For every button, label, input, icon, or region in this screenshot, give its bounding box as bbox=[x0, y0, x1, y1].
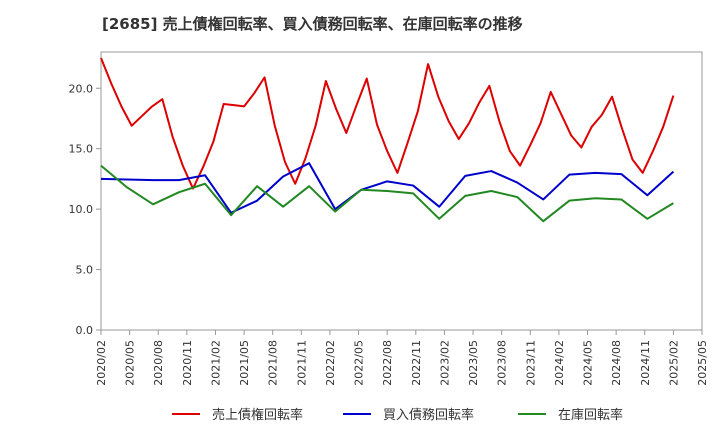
series-layer bbox=[100, 57, 675, 223]
chart-title: [2685] 売上債権回転率、買入債務回転率、在庫回転率の推移 bbox=[102, 15, 523, 33]
x-tick-label: 2022/08 bbox=[381, 340, 394, 386]
x-tick-label: 2023/11 bbox=[524, 340, 537, 386]
x-tick-label: 2023/02 bbox=[438, 340, 451, 386]
x-tick-label: 2021/02 bbox=[209, 340, 222, 386]
y-tick-label: 20.0 bbox=[69, 82, 94, 95]
y-tick-label: 10.0 bbox=[69, 203, 94, 216]
series-line-2 bbox=[100, 162, 675, 214]
y-tick-label: 0.0 bbox=[76, 324, 94, 337]
legend-label-3: 在庫回転率 bbox=[558, 407, 623, 423]
x-tick-label: 2022/02 bbox=[324, 340, 337, 386]
axis-layer: 0.0 5.0 10.0 15.0 20.0 2020/02 2020/05 2020/08 2… bbox=[69, 82, 710, 385]
plot-area bbox=[100, 51, 703, 331]
x-tick-label: 2020/05 bbox=[124, 340, 137, 386]
x-tick-label: 2022/11 bbox=[410, 340, 423, 386]
legend-label-2: 買入債務回転率 bbox=[383, 407, 474, 423]
x-tick-label: 2023/08 bbox=[496, 340, 509, 386]
x-tick-label: 2024/05 bbox=[582, 340, 595, 386]
x-tick-label: 2022/05 bbox=[353, 340, 366, 386]
x-tick-label: 2021/11 bbox=[295, 340, 308, 386]
legend-label-1: 売上債権回転率 bbox=[212, 407, 303, 423]
x-tick-label: 2020/08 bbox=[152, 340, 165, 386]
legend: 売上債権回転率 買入債務回転率 在庫回転率 bbox=[172, 407, 623, 423]
x-tick-label: 2021/08 bbox=[267, 340, 280, 386]
series-line-3 bbox=[100, 164, 674, 223]
x-tick-label: 2023/05 bbox=[467, 340, 480, 386]
x-tick-label: 2024/11 bbox=[639, 340, 652, 386]
y-tick-label: 5.0 bbox=[76, 264, 94, 277]
x-tick-label: 2020/02 bbox=[95, 340, 108, 386]
x-tick-label: 2020/11 bbox=[181, 340, 194, 386]
x-tick-label: 2025/05 bbox=[696, 340, 709, 386]
y-tick-label: 15.0 bbox=[69, 143, 94, 156]
plot-frame bbox=[100, 51, 703, 331]
x-tick-label: 2024/08 bbox=[610, 340, 623, 386]
x-tick-label: 2021/05 bbox=[238, 340, 251, 386]
x-tick-label: 2025/02 bbox=[667, 340, 680, 386]
series-line-1 bbox=[100, 57, 675, 190]
x-tick-label: 2024/02 bbox=[553, 340, 566, 386]
